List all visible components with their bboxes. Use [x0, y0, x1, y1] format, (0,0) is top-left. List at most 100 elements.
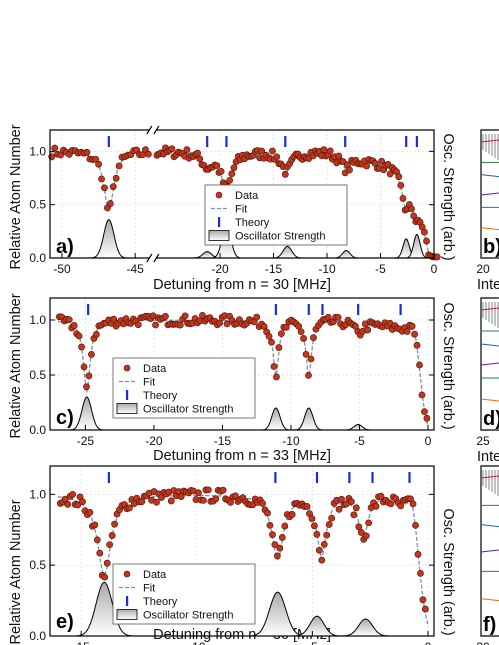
data-point	[212, 495, 220, 503]
data-point	[408, 205, 415, 213]
data-point	[355, 523, 363, 531]
data-point	[386, 170, 394, 178]
right-series-line	[480, 475, 499, 479]
data-point	[377, 492, 385, 500]
y-tick-label: 0.0	[29, 629, 46, 643]
theory-markers	[107, 472, 411, 483]
data-point	[278, 534, 286, 541]
data-point	[111, 520, 118, 528]
y2-axis-label-e: Osc. Strength (arb.)	[440, 508, 456, 635]
data-point	[303, 503, 311, 510]
plot-frame-right	[155, 129, 435, 259]
x-tick-label: -50	[53, 262, 71, 276]
right-x-tick-label: 20	[476, 262, 490, 276]
x-tick-label: -5	[354, 434, 365, 448]
x-tick-label: 0	[425, 640, 432, 645]
y2-axis-label-a: Osc. Strength (arb.)	[440, 133, 456, 260]
data-point	[409, 500, 417, 508]
x-tick-label: -20	[145, 434, 163, 448]
right-series-line	[480, 227, 499, 231]
data-point	[320, 146, 328, 154]
data-point	[315, 546, 323, 554]
y-tick-label: 0.0	[29, 251, 46, 265]
data-points	[55, 311, 431, 422]
legend-osc-marker	[208, 230, 230, 241]
data-point	[282, 323, 290, 331]
theory-marker	[321, 304, 324, 315]
plot-frame	[49, 465, 435, 637]
data-point	[232, 492, 239, 500]
data-point	[269, 147, 276, 155]
legend-theory-marker	[126, 390, 129, 400]
data-point	[313, 530, 321, 538]
panel-label-a: a)	[56, 236, 74, 258]
data-point	[88, 351, 95, 358]
axis-break-mark	[153, 253, 160, 263]
data-point	[275, 344, 283, 351]
right-x-axis-label-fragment: Inte	[477, 449, 499, 465]
plot-frame-left	[49, 129, 150, 259]
data-point	[64, 500, 72, 508]
x-axis-label-a: Detuning from n = 30 [MHz]	[153, 277, 331, 293]
data-point	[134, 321, 142, 329]
legend-theory-marker	[218, 217, 221, 227]
data-point	[103, 559, 111, 567]
data-point	[112, 174, 120, 182]
data-point	[421, 605, 429, 613]
legend-label: Theory	[143, 596, 178, 608]
theory-marker	[357, 304, 360, 315]
y2-axis-label-c: Osc. Strength (arb.)	[440, 302, 456, 429]
data-point	[259, 500, 266, 507]
data-point	[268, 338, 275, 346]
data-point	[91, 521, 99, 529]
data-point	[372, 502, 380, 510]
data-point	[362, 532, 370, 540]
data-point	[276, 544, 284, 552]
data-point	[395, 173, 403, 181]
data-point	[350, 511, 358, 519]
right-panel-f: f)30Inte	[476, 465, 499, 645]
right-panel-label: f)	[483, 614, 496, 636]
data-point	[125, 504, 133, 512]
data-point	[310, 334, 317, 342]
panel-a: a) Detuning from n = 30 [MHz] Relative A…	[8, 124, 456, 293]
legend-label: Theory	[143, 390, 178, 402]
data-point	[273, 153, 281, 161]
data-point	[419, 596, 427, 604]
data-point	[195, 489, 202, 497]
y-tick-label: 0.0	[29, 423, 46, 437]
data-point	[326, 147, 334, 155]
y-tick-label: 0.5	[29, 368, 46, 382]
data-point	[101, 573, 109, 581]
x-tick-label: -45	[127, 262, 145, 276]
panel-e: e) Detuning from n = 36 [MHz] Relative A…	[8, 465, 456, 645]
legend-osc-marker	[116, 609, 138, 620]
theory-marker	[107, 472, 110, 483]
y-tick-label: 0.5	[29, 198, 46, 212]
data-point	[196, 155, 204, 163]
data-point	[328, 514, 336, 522]
data-point	[95, 160, 102, 168]
y-tick-label: 1.0	[29, 144, 46, 158]
right-plot-frame	[480, 465, 499, 637]
theory-marker	[307, 304, 310, 315]
right-x-tick-label: 30	[476, 640, 490, 645]
y-axis-label-e: Relative Atom Number	[8, 499, 24, 644]
data-point	[199, 496, 207, 504]
data-point	[273, 552, 281, 560]
right-plot-frame	[480, 297, 499, 431]
axis-break-mark	[146, 253, 153, 263]
data-point	[223, 320, 231, 328]
oscillator-peak	[75, 581, 134, 637]
right-plot-frame	[480, 129, 499, 259]
theory-marker	[107, 136, 110, 147]
data-point	[57, 151, 64, 159]
data-point	[271, 541, 279, 549]
data-point	[98, 175, 105, 183]
theory-marker	[315, 472, 319, 483]
data-point	[408, 322, 416, 330]
data-point	[387, 500, 395, 508]
data-point	[168, 145, 176, 153]
data-point	[417, 569, 424, 577]
